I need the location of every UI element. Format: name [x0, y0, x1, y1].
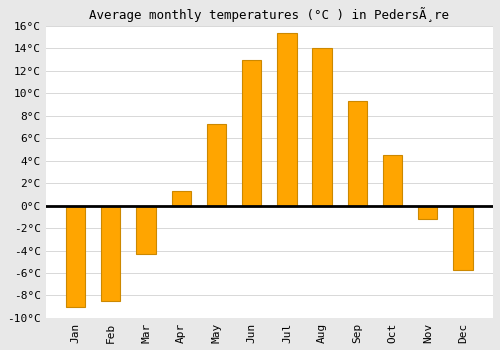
Bar — [66, 205, 86, 307]
Bar — [454, 205, 472, 270]
Bar — [136, 205, 156, 254]
Bar — [101, 205, 120, 301]
Bar — [207, 124, 226, 205]
Bar — [242, 60, 262, 205]
Bar — [418, 205, 438, 219]
Bar — [383, 155, 402, 205]
Bar — [312, 48, 332, 205]
Bar — [277, 33, 296, 205]
Title: Average monthly temperatures (°C ) in PedersÃ¸re: Average monthly temperatures (°C ) in Pe… — [90, 7, 450, 22]
Bar — [348, 101, 367, 205]
Bar — [172, 191, 191, 205]
